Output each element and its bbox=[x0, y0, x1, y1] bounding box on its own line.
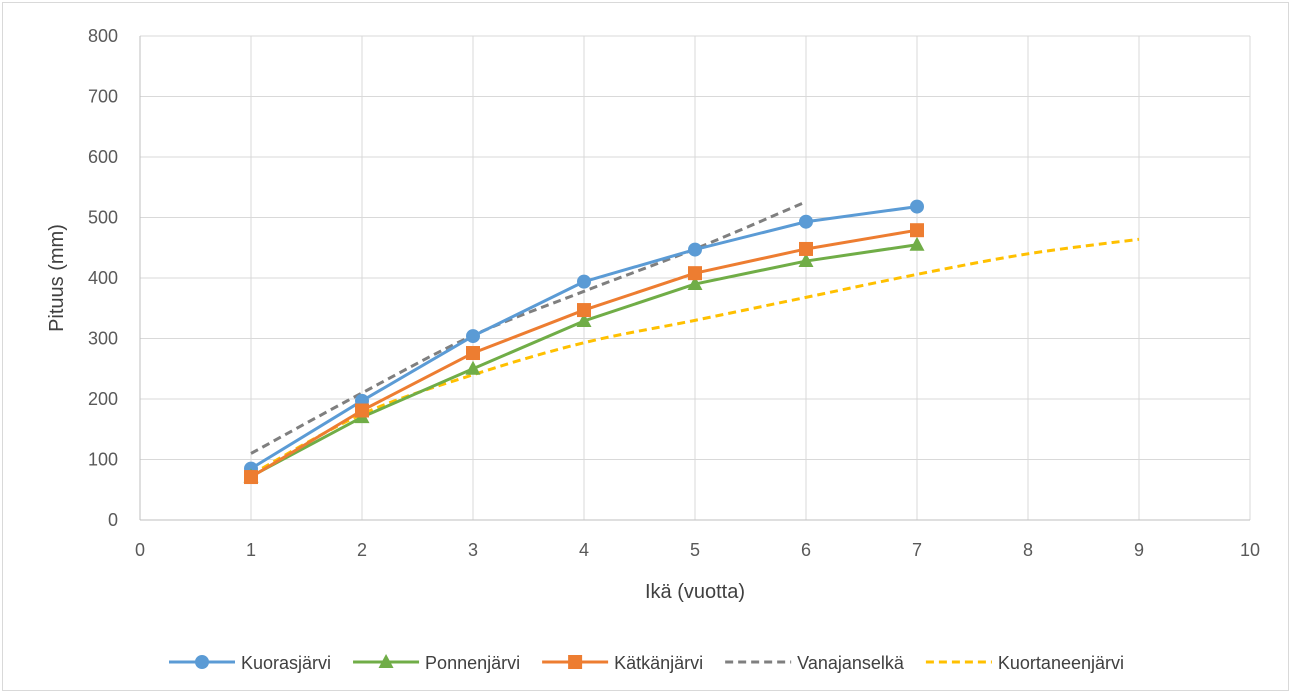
data-point bbox=[799, 241, 813, 256]
y-tick-label: 200 bbox=[88, 389, 118, 409]
data-point bbox=[909, 236, 925, 251]
y-tick-label: 100 bbox=[88, 450, 118, 470]
data-point bbox=[910, 223, 924, 238]
y-axis-title: Pituus (mm) bbox=[46, 224, 68, 332]
legend-label: Vanajanselkä bbox=[797, 653, 905, 673]
y-tick-label: 600 bbox=[88, 147, 118, 167]
data-point bbox=[688, 242, 702, 257]
x-tick-label: 1 bbox=[246, 540, 256, 560]
gridlines bbox=[140, 35, 1251, 520]
series-line bbox=[250, 237, 1140, 476]
data-point bbox=[466, 329, 480, 344]
y-tick-label: 500 bbox=[88, 208, 118, 228]
legend-label: Kuorasjärvi bbox=[241, 653, 331, 673]
legend: Kuorasjärvi Ponnenjärvi Kätkänjärvi Vanajan… bbox=[169, 653, 1124, 673]
x-tick-label: 4 bbox=[579, 540, 589, 560]
legend-item: Kuorasjärvi bbox=[169, 653, 331, 673]
legend-marker bbox=[378, 654, 394, 668]
y-tick-label: 300 bbox=[88, 329, 118, 349]
data-point bbox=[798, 253, 814, 268]
x-tick-label: 9 bbox=[1134, 540, 1144, 560]
legend-label: Kuortaneenjärvi bbox=[998, 653, 1124, 673]
data-point bbox=[465, 360, 481, 375]
x-tick-label: 6 bbox=[801, 540, 811, 560]
x-tick-label: 0 bbox=[135, 540, 145, 560]
data-point bbox=[466, 346, 480, 361]
series-vanajanselk- bbox=[250, 200, 807, 455]
data-point bbox=[687, 276, 703, 291]
data-point bbox=[244, 470, 258, 485]
x-tick-label: 8 bbox=[1023, 540, 1033, 560]
legend-item: Kuortaneenjärvi bbox=[925, 653, 1124, 673]
legend-label: Kätkänjärvi bbox=[614, 653, 703, 673]
y-tick-label: 800 bbox=[88, 26, 118, 46]
tick-labels: 0 100 200 300 400 500 600 700 800 0 1 2 3 4 5 6 7 8 9 10 bbox=[88, 26, 1260, 560]
series-line bbox=[250, 200, 807, 455]
data-point bbox=[577, 303, 591, 318]
x-tick-label: 7 bbox=[912, 540, 922, 560]
series-group bbox=[243, 199, 1140, 485]
legend-item: Kätkänjärvi bbox=[542, 653, 703, 673]
series-kuortaneenj-rvi bbox=[250, 237, 1140, 476]
x-tick-label: 10 bbox=[1240, 540, 1260, 560]
axes bbox=[139, 36, 1250, 521]
data-point bbox=[576, 312, 592, 327]
data-point bbox=[355, 403, 369, 418]
legend-marker bbox=[568, 655, 583, 669]
y-tick-label: 400 bbox=[88, 268, 118, 288]
x-tick-label: 5 bbox=[690, 540, 700, 560]
data-point bbox=[799, 214, 813, 229]
data-point bbox=[910, 199, 924, 214]
x-tick-label: 2 bbox=[357, 540, 367, 560]
legend-marker bbox=[195, 655, 209, 669]
legend-label: Ponnenjärvi bbox=[425, 653, 520, 673]
legend-item: Ponnenjärvi bbox=[353, 653, 520, 673]
x-axis-title: Ikä (vuotta) bbox=[645, 581, 745, 603]
y-tick-label: 0 bbox=[108, 510, 118, 530]
x-tick-label: 3 bbox=[468, 540, 478, 560]
legend-item: Vanajanselkä bbox=[725, 653, 905, 673]
y-tick-label: 700 bbox=[88, 87, 118, 107]
data-point bbox=[688, 266, 702, 281]
data-point bbox=[577, 274, 591, 289]
series-k-tk-nj-rvi bbox=[244, 223, 924, 485]
